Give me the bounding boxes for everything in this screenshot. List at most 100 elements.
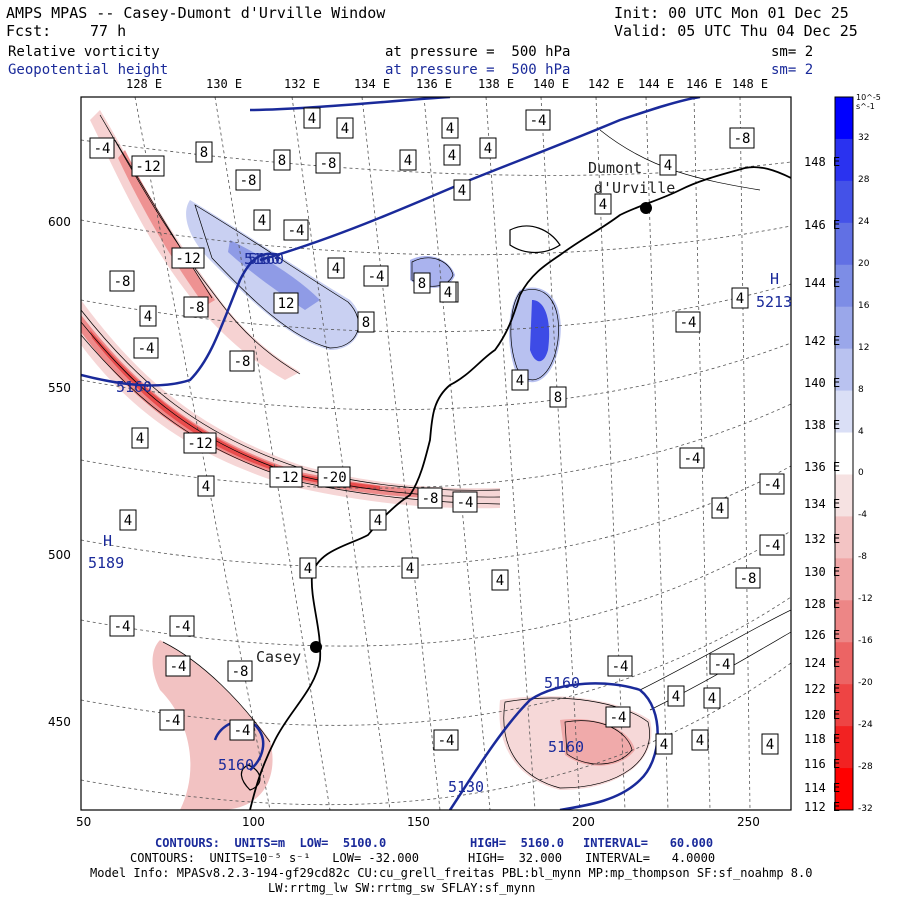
colorbar-tick-label: 28 (858, 174, 870, 185)
dumont-durville-label-line1: Dumont (588, 159, 642, 177)
vorticity-label: -20 (317, 466, 351, 488)
vorticity-label: 4 (691, 729, 709, 751)
svg-text:-4: -4 (684, 451, 701, 467)
vorticity-label: 4 (667, 685, 685, 707)
svg-text:-4: -4 (94, 141, 111, 157)
vorticity-neg-south (152, 640, 273, 810)
height-label: 5160 (244, 250, 280, 268)
svg-text:-8: -8 (320, 156, 337, 172)
colorbar-tick-label: -4 (858, 510, 867, 521)
vorticity-label: 4 (659, 154, 677, 176)
vorticity-label: -4 (679, 447, 705, 469)
y-axis-500: 500 (48, 548, 71, 562)
vorticity-label: 4 (655, 733, 673, 755)
graticule (81, 97, 791, 810)
colorbar-swatch (835, 180, 853, 224)
svg-text:4: 4 (716, 501, 724, 517)
colorbar (834, 96, 854, 811)
vorticity-label: -12 (131, 155, 165, 177)
height-contour-interval: INTERVAL= 60.000 (583, 836, 714, 850)
high-1-letter: H (770, 270, 779, 288)
vorticity-label: -8 (229, 350, 255, 372)
colorbar-tick-label: -32 (858, 804, 873, 814)
vorticity-labels: 4 -4 -12 8 -8 4 4 4 4 -4 4 4 4 4 -8 -12 -8 4 8 -4 -8 -4 4 8 12 8 4… (89, 107, 785, 755)
vorticity-label: -4 (229, 719, 255, 741)
vorticity-label: 4 (594, 193, 612, 215)
svg-text:-4: -4 (680, 315, 697, 331)
svg-text:-4: -4 (764, 538, 781, 554)
vorticity-label: 8 (273, 149, 291, 171)
svg-text:-4: -4 (138, 341, 155, 357)
high-1-value: 5213 (756, 293, 792, 311)
vorticity-label: 4 (703, 687, 721, 709)
vorticity-label: -8 (227, 660, 253, 682)
lon-label-144: 144 E (638, 77, 675, 91)
vorticity-label: -8 (417, 487, 443, 509)
colorbar-swatch (835, 432, 853, 475)
colorbar-swatch (835, 222, 853, 266)
vorticity-label: -4 (165, 655, 191, 677)
dumont-durville-label-line2: d'Urville (594, 179, 675, 197)
colorbar-tick-label: 32 (858, 132, 870, 143)
colorbar-swatch (835, 348, 853, 392)
vorticity-label: -8 (735, 567, 761, 589)
right-lon-label: 118 E (804, 732, 841, 746)
plot-area: 4 -4 -12 8 -8 4 4 4 4 -4 4 4 4 4 -8 -12 -8 4 8 -4 -8 -4 4 8 12 8 4… (81, 97, 791, 810)
vorticity-label: -4 (452, 491, 478, 513)
svg-text:4: 4 (404, 153, 412, 169)
colorbar-tick-label: 8 (858, 384, 864, 395)
vorticity-label: 4 (399, 149, 417, 171)
right-lon-label: 124 E (804, 656, 841, 670)
svg-text:4: 4 (144, 309, 152, 325)
vorticity-label: 4 (731, 287, 749, 309)
right-lon-label: 114 E (804, 781, 841, 795)
field2-pressure: at pressure = 500 hPa (385, 62, 571, 78)
vorticity-label: -8 (729, 127, 755, 149)
svg-text:-4: -4 (764, 477, 781, 493)
vorticity-label: 4 (119, 509, 137, 531)
svg-text:4: 4 (341, 121, 349, 137)
lon-label-134: 134 E (354, 77, 391, 91)
vorticity-label: -8 (183, 296, 209, 318)
vorticity-label: -12 (183, 432, 217, 454)
svg-text:4: 4 (484, 141, 492, 157)
svg-text:4: 4 (496, 573, 504, 589)
model-info: Model Info: MPASv8.2.3-194-gf29cd82c CU:… (90, 866, 813, 880)
svg-text:-4: -4 (288, 223, 305, 239)
colorbar-tick-label: 4 (858, 426, 864, 437)
x-axis-200: 200 (572, 815, 595, 829)
svg-text:4: 4 (599, 197, 607, 213)
lon-label-140: 140 E (533, 77, 570, 91)
svg-text:-8: -8 (240, 173, 257, 189)
colorbar-swatch (835, 600, 853, 643)
right-lon-label: 142 E (804, 334, 841, 348)
svg-text:-4: -4 (234, 723, 251, 739)
colorbar-tick-label: -24 (858, 720, 873, 731)
vorticity-label: -4 (605, 706, 631, 728)
vorticity-label: -4 (709, 653, 735, 675)
colorbar-swatch (835, 474, 853, 517)
colorbar-swatch (835, 138, 853, 182)
plot-frame (80, 96, 792, 811)
lon-label-142: 142 E (588, 77, 625, 91)
svg-text:-8: -8 (422, 491, 439, 507)
vorticity-label: 4 (131, 427, 149, 449)
vorticity-label: 8 (549, 386, 567, 408)
svg-text:4: 4 (446, 121, 454, 137)
valid-time: Valid: 05 UTC Thu 04 Dec 25 (614, 22, 858, 40)
svg-text:-12: -12 (135, 159, 160, 175)
svg-text:-4: -4 (164, 713, 181, 729)
x-axis-50: 50 (76, 815, 92, 829)
vorticity-label: 4 (327, 257, 345, 279)
height-label: 5160 (548, 738, 584, 756)
colorbar-tick-label: 20 (858, 258, 870, 269)
svg-text:4: 4 (374, 513, 382, 529)
vorticity-label: 4 (761, 733, 779, 755)
svg-text:4: 4 (672, 689, 680, 705)
svg-text:4: 4 (516, 373, 524, 389)
map-title: AMPS MPAS -- Casey-Dumont d'Urville Wind… (6, 4, 386, 22)
right-lon-label: 132 E (804, 532, 841, 546)
colorbar-swatch (835, 390, 853, 434)
svg-text:8: 8 (362, 315, 370, 331)
right-lon-label: 140 E (804, 376, 841, 390)
